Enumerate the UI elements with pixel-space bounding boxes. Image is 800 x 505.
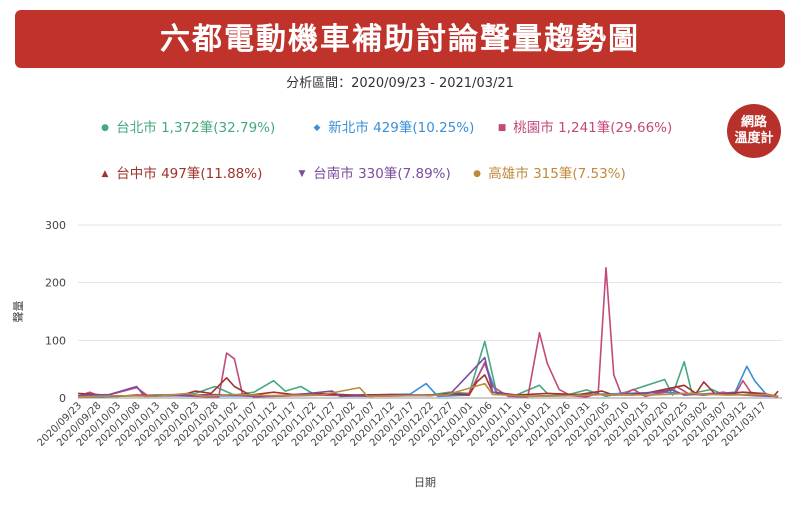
legend-item-kaohsiung[interactable]: ● 高雄市 315筆(7.53%) bbox=[470, 162, 626, 182]
legend-label-taoyuan: 桃園市 bbox=[513, 120, 554, 136]
logo-text-line1: 網路 bbox=[740, 115, 767, 130]
legend-count-kaohsiung: 315筆(7.53%) bbox=[533, 166, 626, 182]
logo-text-line2: 溫度計 bbox=[734, 131, 774, 146]
y-tick-label: 300 bbox=[45, 219, 66, 232]
analysis-period: 分析區間：2020/09/23 - 2021/03/21 bbox=[286, 76, 514, 91]
legend-marker-kaohsiung: ● bbox=[473, 169, 481, 179]
legend-marker-tainan: ▼ bbox=[298, 169, 306, 179]
legend-count-tainan: 330筆(7.89%) bbox=[358, 166, 451, 182]
legend-label-tainan: 台南市 bbox=[313, 166, 354, 182]
legend-item-taichung[interactable]: ▲ 台中市 497筆(11.88%) bbox=[98, 162, 263, 182]
legend-label-kaohsiung: 高雄市 bbox=[488, 166, 529, 182]
legend-count-taipei: 1,372筆(32.79%) bbox=[161, 120, 276, 136]
chart-title: 六都電動機車補助討論聲量趨勢圖 bbox=[160, 22, 640, 57]
brand-logo: 網路 溫度計 bbox=[727, 104, 781, 158]
legend-marker-taipei: ● bbox=[101, 123, 109, 133]
legend-label-taipei: 台北市 bbox=[116, 120, 157, 136]
legend-count-newtaipei: 429筆(10.25%) bbox=[373, 120, 475, 136]
legend-item-taoyuan[interactable]: ■ 桃園市 1,241筆(29.66%) bbox=[495, 116, 673, 136]
legend-item-taipei[interactable]: ● 台北市 1,372筆(32.79%) bbox=[98, 116, 275, 136]
series-line-taichung bbox=[77, 374, 779, 398]
series-line-kaohsiung bbox=[77, 382, 779, 398]
y-tick-label: 0 bbox=[59, 392, 66, 405]
legend-label-newtaipei: 新北市 bbox=[328, 120, 369, 136]
legend-label-taichung: 台中市 bbox=[116, 166, 157, 182]
title-banner: 六都電動機車補助討論聲量趨勢圖 bbox=[15, 10, 785, 68]
legend-item-tainan[interactable]: ▼ 台南市 330筆(7.89%) bbox=[295, 162, 451, 182]
series-line-taoyuan bbox=[77, 266, 779, 398]
series-line-tainan bbox=[77, 356, 779, 398]
legend-item-newtaipei[interactable]: ◆ 新北市 429筆(10.25%) bbox=[310, 116, 475, 136]
legend-marker-taichung: ▲ bbox=[101, 169, 109, 179]
legend-marker-taoyuan: ■ bbox=[497, 123, 507, 133]
legend-count-taichung: 497筆(11.88%) bbox=[161, 166, 263, 182]
legend-count-taoyuan: 1,241筆(29.66%) bbox=[558, 120, 673, 136]
y-tick-label: 100 bbox=[45, 334, 66, 347]
y-tick-label: 200 bbox=[45, 277, 66, 290]
x-axis-label: 日期 bbox=[414, 476, 436, 489]
legend-marker-newtaipei: ◆ bbox=[313, 123, 321, 133]
y-axis-label: 聲量 bbox=[11, 301, 25, 323]
